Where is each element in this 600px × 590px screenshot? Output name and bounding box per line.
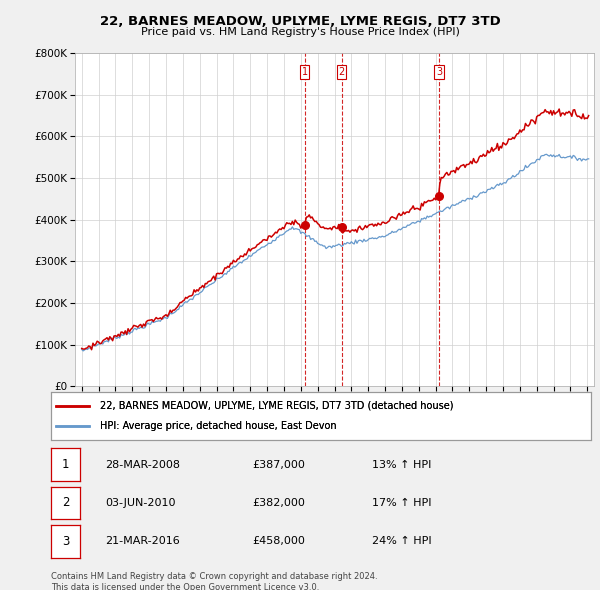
Text: HPI: Average price, detached house, East Devon: HPI: Average price, detached house, East…	[100, 421, 336, 431]
Text: 22, BARNES MEADOW, UPLYME, LYME REGIS, DT7 3TD: 22, BARNES MEADOW, UPLYME, LYME REGIS, D…	[100, 15, 500, 28]
Text: Contains HM Land Registry data © Crown copyright and database right 2024.: Contains HM Land Registry data © Crown c…	[51, 572, 377, 581]
Text: 3: 3	[62, 535, 69, 548]
Text: 24% ↑ HPI: 24% ↑ HPI	[372, 536, 431, 546]
Text: 3: 3	[436, 67, 442, 77]
Text: 22, BARNES MEADOW, UPLYME, LYME REGIS, DT7 3TD (detached house): 22, BARNES MEADOW, UPLYME, LYME REGIS, D…	[100, 401, 453, 411]
Text: 2: 2	[338, 67, 345, 77]
Text: 21-MAR-2016: 21-MAR-2016	[105, 536, 180, 546]
Text: This data is licensed under the Open Government Licence v3.0.: This data is licensed under the Open Gov…	[51, 583, 319, 590]
Text: 1: 1	[302, 67, 308, 77]
Text: HPI: Average price, detached house, East Devon: HPI: Average price, detached house, East…	[100, 421, 336, 431]
Text: 28-MAR-2008: 28-MAR-2008	[105, 460, 180, 470]
Text: 1: 1	[62, 458, 69, 471]
Text: Price paid vs. HM Land Registry's House Price Index (HPI): Price paid vs. HM Land Registry's House …	[140, 27, 460, 37]
Text: 22, BARNES MEADOW, UPLYME, LYME REGIS, DT7 3TD (detached house): 22, BARNES MEADOW, UPLYME, LYME REGIS, D…	[100, 401, 453, 411]
Text: 03-JUN-2010: 03-JUN-2010	[105, 498, 176, 508]
Text: 17% ↑ HPI: 17% ↑ HPI	[372, 498, 431, 508]
Text: 13% ↑ HPI: 13% ↑ HPI	[372, 460, 431, 470]
Text: 2: 2	[62, 496, 69, 510]
Text: £458,000: £458,000	[252, 536, 305, 546]
Text: £382,000: £382,000	[252, 498, 305, 508]
Text: £387,000: £387,000	[252, 460, 305, 470]
FancyBboxPatch shape	[51, 392, 591, 440]
